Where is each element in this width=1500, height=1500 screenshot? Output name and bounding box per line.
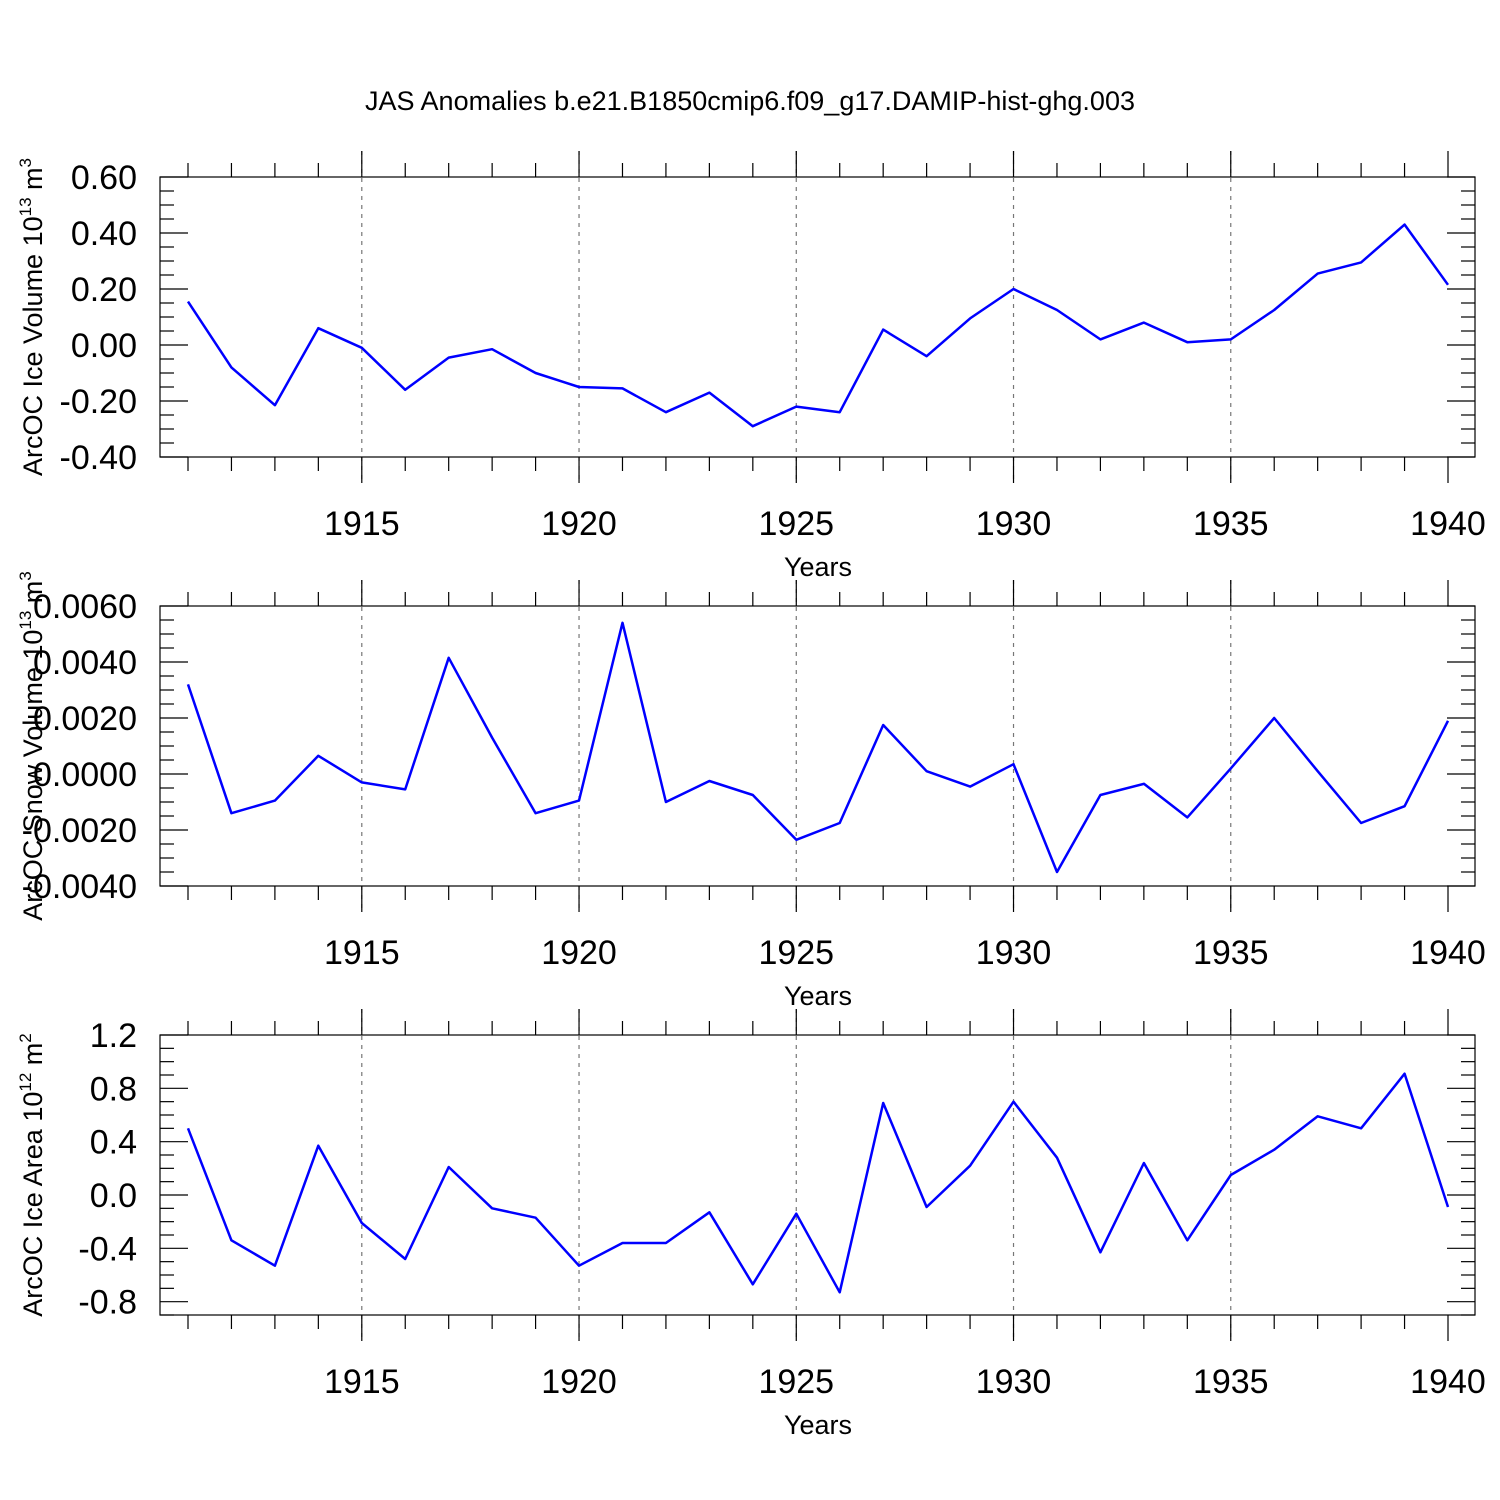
series-line xyxy=(186,223,1450,428)
x-tick-label: 1930 xyxy=(976,505,1052,543)
chart-title: JAS Anomalies b.e21.B1850cmip6.f09_g17.D… xyxy=(365,86,1135,116)
y-tick-label: 0.4 xyxy=(90,1124,137,1162)
y-axis-label: ArcOC Ice Area 1012 m2 xyxy=(16,1033,48,1317)
x-tick-label: 1930 xyxy=(976,1363,1052,1401)
y-tick-label: 0.0020 xyxy=(33,700,137,738)
x-tick-label: 1940 xyxy=(1410,934,1486,972)
y-tick-label: 0.20 xyxy=(71,271,137,309)
y-tick-label: -0.40 xyxy=(60,439,138,477)
y-axis-label: ArcOC Snow Volume 1013 m3 xyxy=(16,571,48,921)
series-line xyxy=(186,1072,1450,1294)
y-tick-label: 0.0060 xyxy=(33,588,137,626)
y-tick-label: 0.60 xyxy=(71,159,137,197)
x-tick-label: 1930 xyxy=(976,934,1052,972)
x-tick-label: 1915 xyxy=(324,505,400,543)
chart-panels: -0.40 -0.20 0.00 0.20 0.40 0.60 1915 1920 1925 19… xyxy=(16,151,1486,1440)
plot-frame xyxy=(159,1034,1476,1316)
y-tick-label: 0.0 xyxy=(90,1177,137,1215)
x-tick-label: 1935 xyxy=(1193,505,1269,543)
x-tick-label: 1925 xyxy=(758,1363,834,1401)
x-tick-label: 1935 xyxy=(1193,1363,1269,1401)
panel-3: -0.8 -0.4 0.0 0.4 0.8 1.2 1915 1920 1925 1930 1935… xyxy=(16,1009,1486,1440)
y-tick-label: 0.0040 xyxy=(33,644,137,682)
x-tick-label: 1940 xyxy=(1410,505,1486,543)
y-tick-label: 0.8 xyxy=(90,1070,137,1108)
x-tick-label: 1935 xyxy=(1193,934,1269,972)
x-axis-label: Years xyxy=(784,552,852,582)
y-tick-label: -0.8 xyxy=(78,1284,137,1322)
x-tick-label: 1915 xyxy=(324,1363,400,1401)
y-tick-label: 0.00 xyxy=(71,327,137,365)
y-tick-label: -0.0040 xyxy=(22,868,137,906)
y-tick-label: 0.40 xyxy=(71,215,137,253)
y-tick-label: -0.20 xyxy=(60,383,138,421)
y-axis-label: ArcOC Ice Volume 1013 m3 xyxy=(16,158,48,476)
panel-2: -0.0040 -0.0020 0.0000 0.0020 0.0040 0.0060 19… xyxy=(16,571,1486,1011)
x-tick-label: 1925 xyxy=(758,505,834,543)
y-tick-label: -0.0020 xyxy=(22,812,137,850)
series-line xyxy=(186,621,1450,874)
x-axis-label: Years xyxy=(784,981,852,1011)
y-tick-label: 1.2 xyxy=(90,1017,137,1055)
y-tick-label: -0.4 xyxy=(78,1230,137,1268)
x-tick-label: 1915 xyxy=(324,934,400,972)
x-tick-label: 1920 xyxy=(541,505,617,543)
panel-1: -0.40 -0.20 0.00 0.20 0.40 0.60 1915 1920 1925 19… xyxy=(16,151,1486,582)
x-axis-label: Years xyxy=(784,1410,852,1440)
x-tick-label: 1920 xyxy=(541,934,617,972)
x-tick-label: 1920 xyxy=(541,1363,617,1401)
x-tick-label: 1940 xyxy=(1410,1363,1486,1401)
x-tick-label: 1925 xyxy=(758,934,834,972)
y-tick-label: 0.0000 xyxy=(33,756,137,794)
